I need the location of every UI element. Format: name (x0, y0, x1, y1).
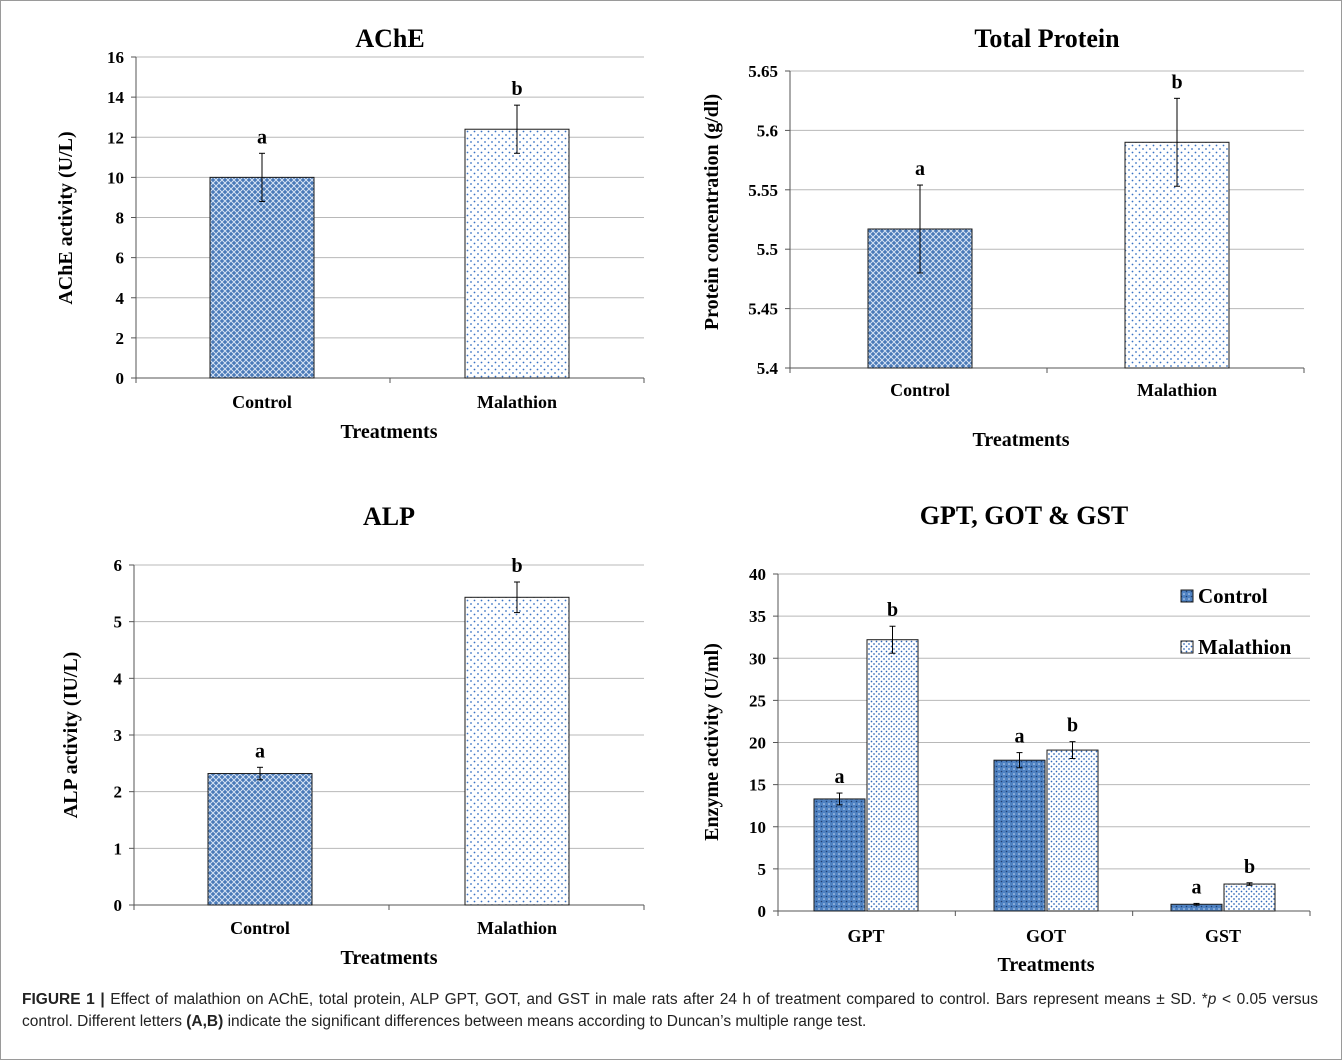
legend-swatch-malathion (1180, 640, 1194, 654)
x-tick-label: Malathion (1137, 380, 1217, 400)
y-tick-label: 35 (749, 607, 766, 626)
chart-title: GPT, GOT & GST (920, 501, 1129, 530)
y-tick-label: 8 (116, 209, 125, 228)
y-tick-label: 12 (107, 128, 124, 147)
y-tick-label: 6 (114, 556, 123, 575)
bar-control-got (993, 759, 1046, 912)
y-tick-label: 5 (114, 613, 123, 632)
y-axis-label: Enzyme activity (U/ml) (701, 643, 723, 841)
y-tick-label: 5.45 (748, 300, 778, 319)
significance-letter: a (1015, 726, 1025, 748)
x-axis-label: Treatments (997, 954, 1094, 976)
caption-letters-ref: (A,B) (186, 1013, 224, 1030)
y-axis-label: AChE activity (U/L) (55, 131, 77, 304)
significance-letter: b (1244, 856, 1255, 878)
bar-control (207, 773, 313, 906)
y-tick-label: 5.65 (748, 62, 778, 81)
y-tick-label: 0 (114, 896, 123, 915)
y-tick-label: 14 (107, 88, 125, 107)
significance-letter: a (915, 158, 925, 180)
chart-title: ALP (363, 502, 415, 531)
significance-letter: b (1171, 71, 1182, 93)
significance-letter: b (511, 555, 522, 577)
legend-label-malathion: Malathion (1198, 635, 1292, 659)
caption-p-symbol: p (1207, 991, 1217, 1008)
bar-malathion (464, 596, 570, 906)
y-tick-label: 4 (114, 669, 123, 688)
x-tick-label: GST (1205, 926, 1241, 946)
y-tick-label: 1 (114, 839, 123, 858)
bar-malathion (464, 128, 570, 379)
bar-malathion-got (1046, 749, 1099, 912)
y-tick-label: 6 (116, 249, 125, 268)
y-tick-label: 5.4 (757, 359, 779, 378)
y-tick-label: 5 (758, 860, 767, 879)
y-tick-label: 10 (107, 168, 124, 187)
legend-swatch-control (1180, 589, 1194, 603)
y-tick-label: 16 (107, 48, 124, 67)
significance-letter: b (511, 78, 522, 100)
y-tick-label: 0 (116, 369, 125, 388)
y-tick-label: 2 (116, 329, 125, 348)
x-axis-label: Treatments (340, 947, 437, 969)
caption-text: Effect of malathion on AChE, total prote… (104, 991, 1208, 1008)
y-tick-label: 3 (114, 726, 123, 745)
y-tick-label: 25 (749, 691, 766, 710)
x-tick-label: GOT (1026, 926, 1066, 946)
significance-letter: a (257, 126, 267, 148)
significance-letter: a (1192, 876, 1202, 898)
bar-control (209, 176, 315, 379)
x-tick-label: Control (890, 380, 950, 400)
y-tick-label: 5.55 (748, 181, 778, 200)
y-tick-label: 4 (116, 289, 125, 308)
caption-text-3: indicate the significant differences bet… (223, 1013, 867, 1030)
y-tick-label: 15 (749, 776, 766, 795)
significance-letter: a (255, 740, 265, 762)
chart-panel-3: ALP 0 1 2 3 4 5 6 Control Malathion Treatments ALP … (60, 502, 645, 969)
x-axis-label: Treatments (340, 421, 437, 443)
y-tick-label: 0 (758, 902, 767, 921)
x-tick-label: Control (232, 392, 292, 412)
y-tick-label: 2 (114, 783, 123, 802)
y-tick-label: 30 (749, 649, 766, 668)
y-tick-label: 40 (749, 565, 766, 584)
y-tick-label: 20 (749, 734, 766, 753)
y-tick-label: 5.5 (757, 240, 778, 259)
chart-panel-1: AChE 0 2 4 6 8 10 12 14 16 Control Malathion Treatme… (55, 24, 645, 443)
chart-title: AChE (355, 24, 424, 53)
chart-legend: Control Malathion (1180, 584, 1292, 659)
caption-label: FIGURE 1 | (22, 991, 105, 1008)
significance-letter: b (887, 599, 898, 621)
x-tick-label: GPT (847, 926, 884, 946)
x-tick-label: Malathion (477, 918, 557, 938)
significance-letter: a (835, 766, 845, 788)
caption-text-2: < 0.05 versus control. Different letters (22, 991, 1318, 1030)
bar-malathion-gpt (866, 639, 919, 912)
x-axis-label: Treatments (972, 429, 1069, 451)
legend-label-control: Control (1198, 584, 1268, 608)
figure-caption: FIGURE 1 | Effect of malathion on AChE, … (22, 989, 1318, 1033)
x-tick-label: Malathion (477, 392, 557, 412)
y-tick-label: 5.6 (757, 121, 778, 140)
chart-title: Total Protein (974, 24, 1120, 53)
chart-panel-2: Total Protein 5.4 5.45 5.5 5.55 5.6 5.65 Contro… (701, 24, 1305, 451)
x-tick-label: Control (230, 918, 290, 938)
y-axis-label: Protein concentration (g/dl) (701, 94, 723, 330)
bar-control-gpt (813, 798, 866, 912)
y-tick-label: 10 (749, 818, 766, 837)
y-axis-label: ALP activity (IU/L) (60, 652, 82, 819)
bar-malathion-gst (1223, 883, 1276, 912)
chart-panel-4: GPT, GOT & GST 0 5 10 15 20 25 30 35 40 GPT GOT GST T… (701, 501, 1311, 976)
significance-letter: b (1067, 715, 1078, 737)
